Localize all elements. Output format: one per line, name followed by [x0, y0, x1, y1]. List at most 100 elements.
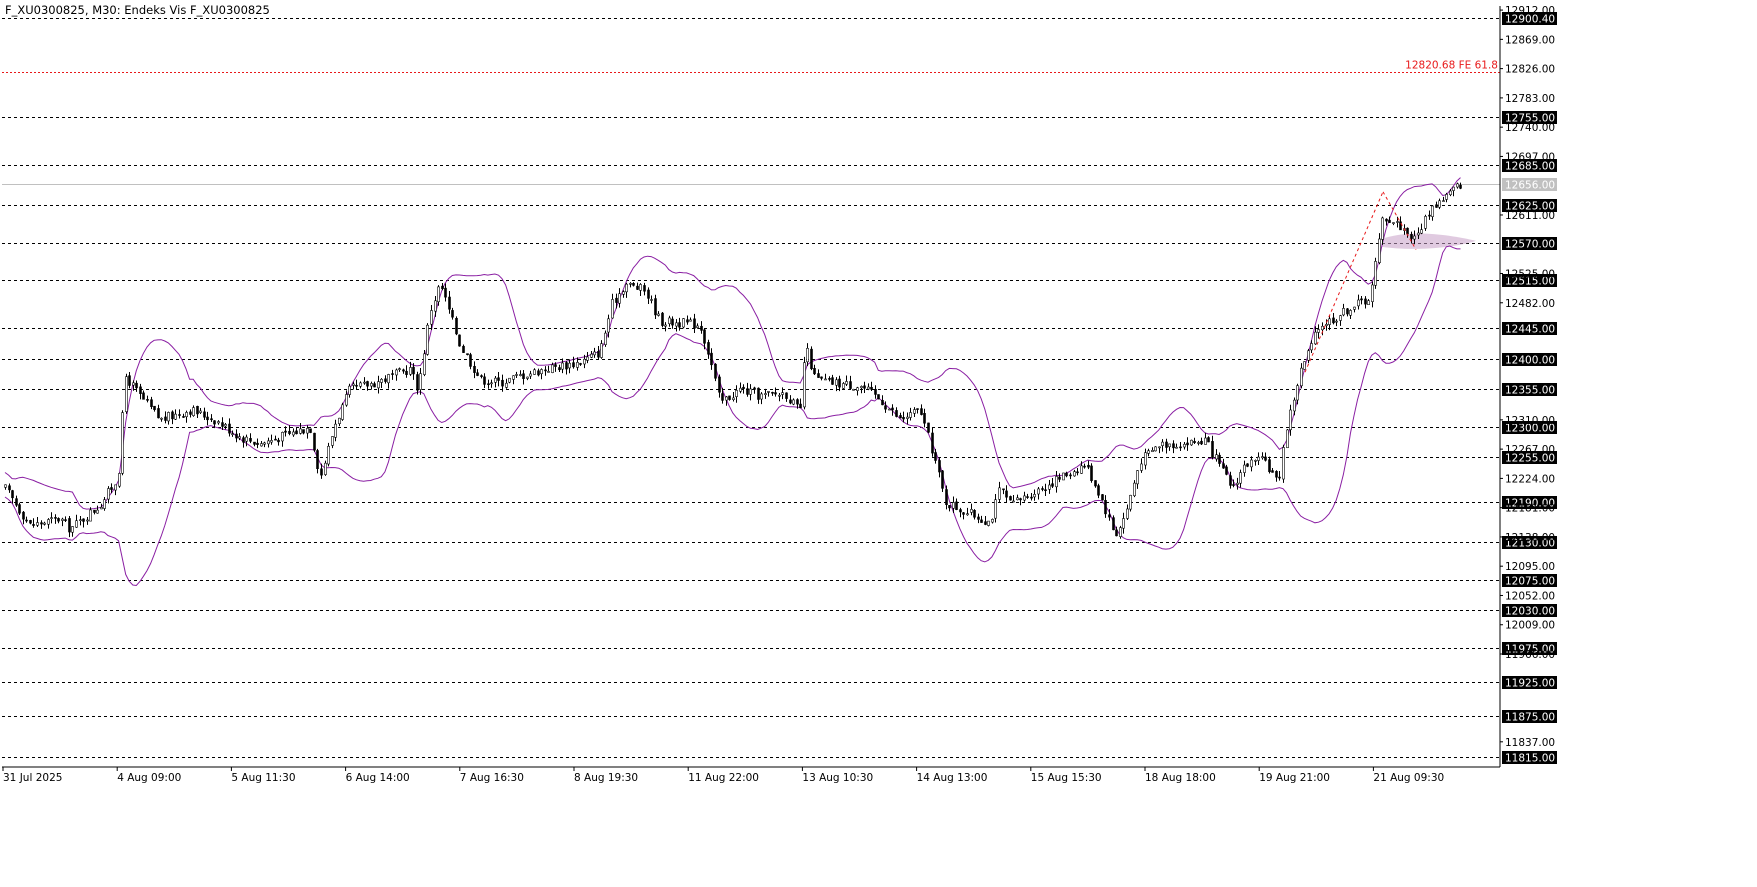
candle-body [57, 518, 60, 522]
candle-body [661, 312, 664, 326]
candle-body [799, 403, 802, 409]
candle-body [153, 405, 156, 410]
candle-body [231, 433, 234, 435]
candle-body [1420, 229, 1423, 234]
candle-body [267, 440, 270, 445]
candle-body [955, 501, 958, 510]
candle-body [366, 381, 369, 387]
candle-body [533, 369, 536, 375]
candle-body [867, 386, 870, 390]
candle-body [1435, 204, 1438, 208]
candle-body [50, 517, 53, 519]
candle-body [11, 490, 14, 499]
candle-body [1136, 470, 1139, 485]
candle-body [1381, 217, 1384, 240]
candle-body [263, 442, 266, 445]
candle-body [515, 374, 518, 376]
candle-body [1296, 385, 1299, 401]
candle-body [409, 367, 412, 375]
level-label-box [1502, 496, 1557, 509]
candle-body [1165, 441, 1168, 448]
candle-body [100, 507, 103, 510]
level-label: 12075.00 [1505, 576, 1555, 588]
candle-body [1250, 459, 1253, 468]
level-label-box [1502, 322, 1557, 335]
candle-body [320, 468, 323, 476]
level-label-box [1502, 751, 1557, 764]
candle-body [1026, 496, 1029, 498]
candle-body [1300, 367, 1303, 387]
candle-body [206, 416, 209, 421]
candle-body [270, 440, 273, 443]
y-tick-label: 12009.00 [1505, 620, 1555, 632]
x-tick-label: 19 Aug 21:00 [1259, 772, 1330, 784]
candle-body [1104, 500, 1107, 515]
supply-demand-zone [1382, 233, 1476, 249]
candle-body [1303, 361, 1306, 370]
candle-body [1140, 463, 1143, 471]
candle-body [451, 310, 454, 318]
candle-body [1161, 441, 1164, 446]
level-label-box [1502, 237, 1557, 250]
candle-body [103, 499, 106, 509]
candle-body [75, 520, 78, 528]
candle-body [1090, 465, 1093, 481]
candle-body [1239, 472, 1242, 484]
candle-body [1168, 443, 1171, 448]
candle-body [306, 427, 309, 434]
candle-body [221, 422, 224, 427]
candle-body [1364, 298, 1367, 305]
candle-body [934, 452, 937, 461]
fib-trendline-down [1382, 191, 1417, 250]
candle-body [973, 510, 976, 518]
candle-body [302, 429, 305, 434]
candle-body [774, 392, 777, 395]
candle-body [718, 376, 721, 393]
candle-body [1278, 476, 1281, 479]
candle-body [110, 487, 113, 490]
candle-body [1108, 514, 1111, 518]
candle-body [107, 488, 110, 500]
candle-body [1073, 471, 1076, 477]
candle-body [1229, 475, 1232, 486]
candle-body [714, 363, 717, 379]
candle-body [1172, 443, 1175, 449]
level-label: 12255.00 [1505, 453, 1555, 465]
candle-body [235, 433, 238, 439]
candle-body [213, 420, 216, 425]
candle-body [1353, 306, 1356, 310]
y-tick-label: 12181.00 [1505, 503, 1555, 515]
x-tick-label: 13 Aug 10:30 [802, 772, 873, 784]
candle-body [412, 366, 415, 375]
y-tick-label: 12697.00 [1505, 151, 1555, 163]
candle-body [852, 388, 855, 391]
y-tick-label: 12095.00 [1505, 561, 1555, 573]
candle-body [693, 318, 696, 329]
candle-body [384, 378, 387, 382]
candle-body [192, 407, 195, 416]
candle-body [739, 387, 742, 392]
candle-body [292, 431, 295, 436]
candle-body [860, 386, 863, 389]
candle-body [590, 353, 593, 358]
candle-body [1268, 459, 1271, 473]
candle-body [703, 329, 706, 344]
candle-body [89, 509, 92, 522]
candle-body [395, 369, 398, 376]
candle-body [1442, 200, 1445, 202]
candle-body [1257, 456, 1260, 461]
candle-body [647, 289, 650, 299]
candle-body [1317, 329, 1320, 333]
candle-body [1307, 350, 1310, 361]
candle-body [1211, 441, 1214, 458]
candle-body [146, 399, 149, 401]
candle-body [1215, 454, 1218, 460]
candle-body [1349, 310, 1352, 316]
candle-body [849, 381, 852, 389]
candle-body [686, 319, 689, 323]
candle-body [1190, 439, 1193, 446]
candle-body [1254, 460, 1257, 462]
x-tick-label: 31 Jul 2025 [3, 772, 62, 784]
candle-body [760, 393, 763, 400]
candle-body [253, 441, 256, 445]
